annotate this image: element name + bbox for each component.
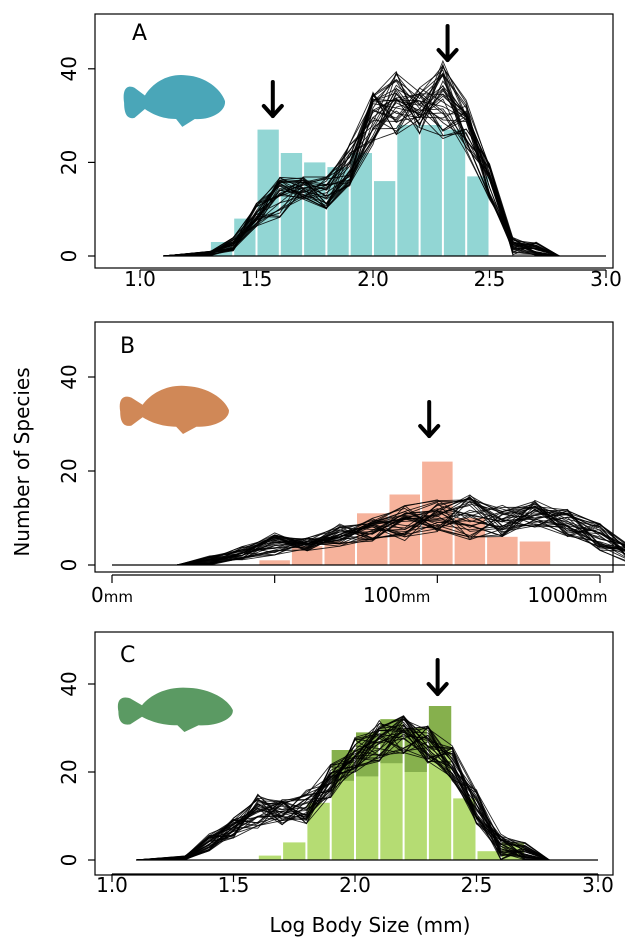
- simulation-line-b-27: [112, 501, 625, 566]
- arrow-head-a-1: [436, 48, 459, 62]
- arrow-head-b-0: [418, 424, 441, 438]
- simulation-line-b-2: [112, 499, 625, 566]
- simulation-line-b-33: [112, 514, 625, 566]
- simulation-line-c-29: [136, 715, 598, 861]
- bar-b-8: [519, 541, 551, 565]
- simulation-line-b-34: [112, 500, 625, 566]
- y-tick-label-b-2: 40: [57, 364, 81, 389]
- simulation-line-c-34: [136, 733, 598, 861]
- bar-c-8: [453, 798, 476, 860]
- panel-b: B 0mm 100mm 1000mm 0 20 40: [57, 321, 625, 607]
- simulation-line-b-6: [112, 499, 625, 566]
- simulation-line-b-30: [112, 498, 625, 566]
- panel-c-label: C: [120, 643, 135, 668]
- simulation-line-c-32: [136, 718, 598, 861]
- x-tick-label-c-0: 1.0: [96, 873, 128, 897]
- arrow-a-1: [436, 24, 459, 62]
- simulation-line-b-29: [112, 501, 625, 566]
- x-tick-label-c-2: 2.0: [339, 873, 371, 897]
- bar-c-9: [477, 851, 500, 860]
- simulation-line-a-30: [163, 59, 606, 257]
- bar-a-6: [350, 153, 372, 256]
- simulation-line-c-31: [136, 741, 598, 861]
- x-axis-title: Log Body Size (mm): [270, 913, 471, 937]
- simulation-line-c-35: [136, 726, 598, 861]
- x-tick-label-b-0: 0mm: [91, 583, 133, 607]
- y-tick-label-b-1: 20: [57, 458, 81, 483]
- y-tick-label-b-0: 0: [57, 559, 81, 572]
- panel-b-label: B: [120, 334, 135, 359]
- panel-a: A 1.0 1.5 2.0 2.5 3.0 0 20 40: [57, 13, 622, 291]
- fish-silhouette-b: [119, 385, 229, 434]
- y-axis-title: Number of Species: [10, 367, 34, 556]
- fish-body-b: [119, 385, 229, 434]
- bar-b-1: [291, 546, 323, 565]
- y-tick-label-c-0: 0: [57, 854, 81, 867]
- simulation-line-c-9: [136, 718, 598, 861]
- panel-a-frame: [94, 13, 614, 269]
- x-tick-label-c-1: 1.5: [218, 873, 250, 897]
- simulation-line-b-35: [112, 496, 625, 566]
- bar-c-0: [258, 855, 282, 860]
- simulation-line-a-25: [163, 73, 606, 257]
- arrow-b-0: [418, 400, 441, 438]
- arrow-head-a-0: [261, 104, 284, 118]
- y-tick-label-c-1: 20: [57, 759, 81, 784]
- bar-b-7: [487, 536, 518, 565]
- x-tick-label-b-2: 1000mm: [527, 583, 607, 607]
- y-tick-label-a-2: 40: [57, 56, 81, 81]
- x-tick-label-a-1: 1.5: [241, 267, 273, 291]
- bar-b-0: [259, 560, 290, 565]
- fish-silhouette-a: [123, 75, 226, 127]
- bar-a-11: [467, 176, 489, 256]
- y-tick-label-a-0: 0: [57, 250, 81, 263]
- panel-c: C 1.0 1.5 2.0 2.5 3.0 0 20 40: [57, 631, 614, 897]
- arrow-c-0: [426, 658, 449, 696]
- y-tick-label-c-2: 40: [57, 671, 81, 696]
- panel-c-frame: [94, 631, 614, 876]
- simulation-line-b-12: [112, 508, 625, 566]
- simulation-line-a-20: [163, 99, 606, 257]
- simulation-line-c-30: [136, 729, 598, 861]
- bar-a-8: [397, 125, 419, 256]
- x-tick-label-a-0: 1.0: [124, 267, 156, 291]
- panel-a-label: A: [132, 21, 147, 46]
- bar-a-9: [420, 125, 442, 256]
- bar-a-7: [374, 181, 396, 256]
- simulation-line-b-25: [112, 508, 625, 566]
- simulation-line-c-33: [136, 725, 598, 861]
- fish-body-a: [123, 75, 226, 127]
- x-tick-label-c-4: 3.0: [582, 873, 614, 897]
- arrow-head-c-0: [426, 682, 449, 696]
- panel-b-frame: [94, 321, 614, 573]
- bar-a-10: [443, 129, 466, 256]
- simulation-line-a-32: [163, 93, 606, 257]
- y-tick-label-a-1: 20: [57, 150, 81, 175]
- x-tick-label-a-4: 3.0: [590, 267, 622, 291]
- bar-c-1: [283, 842, 306, 860]
- x-tick-label-c-3: 2.5: [461, 873, 493, 897]
- bar-a-2: [257, 129, 279, 256]
- simulation-line-a-29: [163, 84, 606, 257]
- bar-c-2: [307, 802, 330, 860]
- fish-silhouette-c: [117, 687, 233, 732]
- simulation-line-a-35: [163, 112, 606, 257]
- fish-body-c: [117, 687, 233, 732]
- x-tick-label-a-3: 2.5: [474, 267, 506, 291]
- x-tick-label-b-1: 100mm: [363, 583, 430, 607]
- simulation-line-b-16: [112, 507, 625, 566]
- x-tick-label-a-2: 2.0: [357, 267, 389, 291]
- arrow-a-0: [261, 80, 284, 118]
- simulation-line-b-10: [112, 509, 625, 566]
- bar-a-4: [304, 162, 326, 256]
- simulation-line-a-19: [163, 87, 606, 257]
- simulation-line-a-34: [163, 73, 606, 257]
